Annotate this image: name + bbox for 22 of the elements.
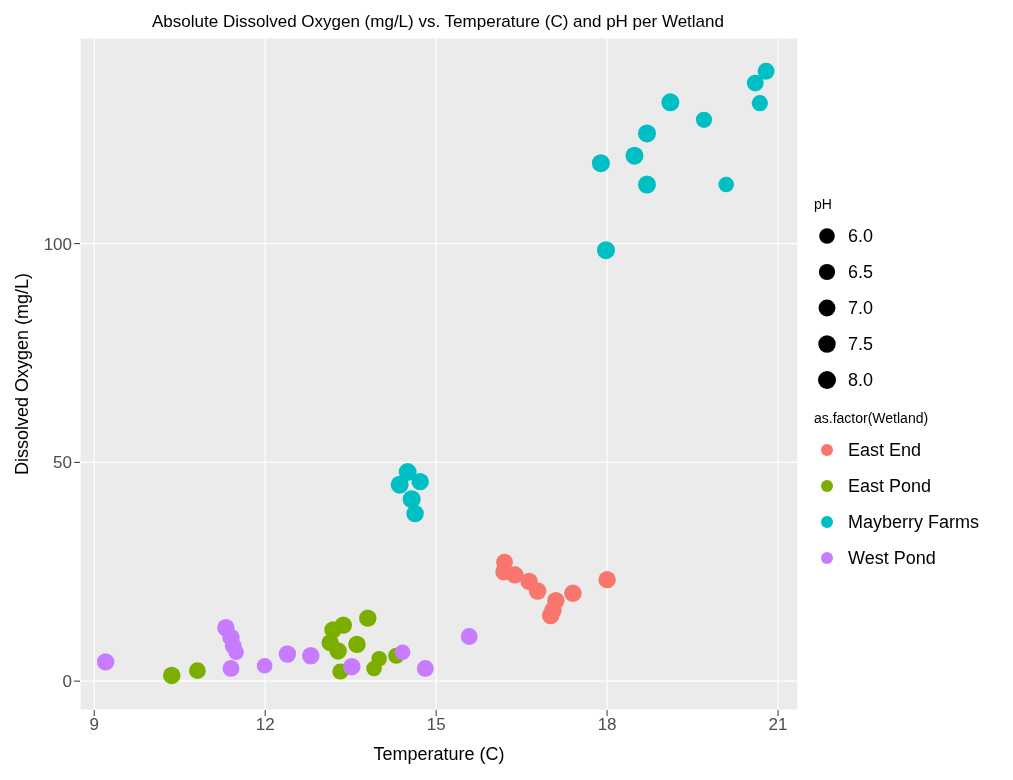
legend-label: 6.0 [848, 225, 874, 247]
x-tick-label: 21 [768, 715, 788, 735]
legend-label: 7.5 [848, 333, 874, 355]
legend-label: Mayberry Farms [848, 511, 980, 533]
text: pH [814, 196, 833, 212]
x-axis-title: Temperature (C) [373, 744, 505, 764]
x-tick-label: 9 [89, 715, 99, 735]
legend-label: 7.0 [848, 297, 874, 319]
legend-label: 6.5 [848, 261, 874, 283]
legend-label: East End [848, 439, 922, 461]
legend-title: as.factor(Wetland) [814, 410, 930, 426]
x-tick-label: 15 [426, 715, 446, 735]
y-tick-label: 100 [43, 234, 72, 254]
x-tick-label: 18 [597, 715, 617, 735]
legend-label: West Pond [848, 547, 936, 569]
y-axis-title: Dissolved Oxygen (mg/L) [12, 272, 33, 476]
legend-label: East Pond [848, 475, 932, 497]
y-tick-label: 50 [53, 453, 72, 473]
legend-label: 8.0 [848, 369, 874, 391]
y-tick-label: 0 [62, 672, 72, 692]
x-tick-label: 12 [255, 715, 275, 735]
chart-title: Absolute Dissolved Oxygen (mg/L) vs. Temperature (C) and pH per Wetland [151, 12, 725, 32]
